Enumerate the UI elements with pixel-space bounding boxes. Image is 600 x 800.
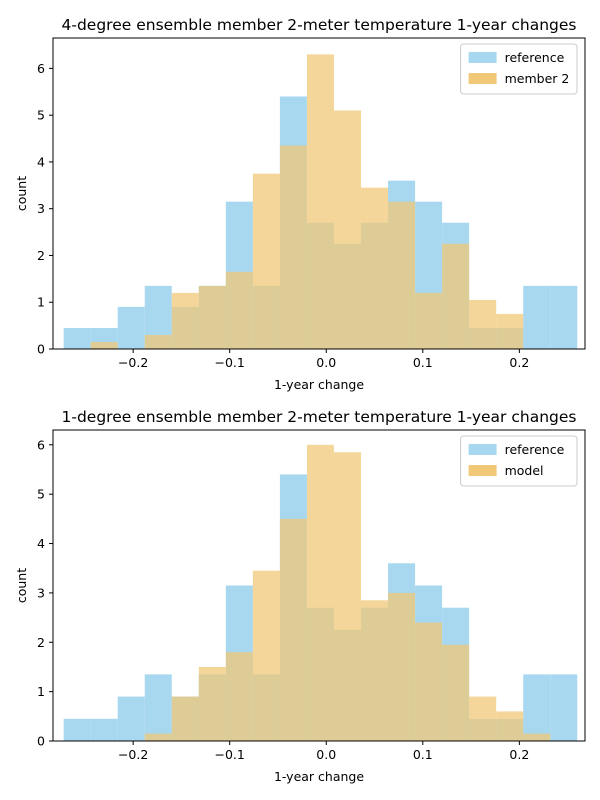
chart2-legend-swatch-0 xyxy=(468,444,497,455)
chart1-legend-label-0: reference xyxy=(505,50,565,65)
chart2-bar-model-14 xyxy=(523,733,551,741)
chart2-title: 1-degree ensemble member 2-meter tempera… xyxy=(62,408,577,426)
chart1-legend: reference member 2 xyxy=(460,43,578,95)
chart1-title: 4-degree ensemble member 2-meter tempera… xyxy=(62,16,577,34)
chart2-group: 1-degree ensemble member 2-meter tempera… xyxy=(14,408,586,784)
chart2-bar-reference-3 xyxy=(144,674,172,741)
chart2-ytick-label-1: 1 xyxy=(37,684,45,699)
chart1-ylabel: count xyxy=(14,176,29,211)
chart2-ytick-label-5: 5 xyxy=(37,487,45,502)
chart1-xtick-label-0: −0.2 xyxy=(118,355,148,370)
chart2-bar-model-10 xyxy=(415,622,443,741)
chart1-ytick-label-6: 6 xyxy=(37,61,45,76)
chart2-xtick-label-3: 0.1 xyxy=(413,747,433,762)
chart2-bar-model-4 xyxy=(252,570,280,741)
chart2-bar-model-7 xyxy=(333,452,361,741)
chart1-bar-reference-17 xyxy=(523,285,551,349)
chart1-xtick-label-1: −0.1 xyxy=(215,355,245,370)
chart2-ytick-label-6: 6 xyxy=(37,437,45,452)
chart2-bar-model-2 xyxy=(198,666,226,741)
chart1-legend-label-1: member 2 xyxy=(505,71,570,86)
chart2-bar-reference-0 xyxy=(63,718,91,741)
chart2-bar-model-5 xyxy=(279,518,307,741)
chart2-bar-reference-2 xyxy=(117,696,145,741)
chart2-bar-model-6 xyxy=(306,444,334,741)
chart1-group: 4-degree ensemble member 2-meter tempera… xyxy=(14,16,586,392)
chart2-bar-model-8 xyxy=(361,600,389,741)
chart1-bar-member-2-9 xyxy=(361,187,389,349)
chart1-bar-member-2-8 xyxy=(333,110,361,349)
chart1-bar-reference-18 xyxy=(550,285,578,349)
chart2-bar-model-3 xyxy=(225,652,253,741)
chart1-ytick-label-3: 3 xyxy=(37,201,45,216)
chart1-bar-member-2-14 xyxy=(496,313,524,349)
chart2-ylabel: count xyxy=(14,568,29,603)
chart2-legend-label-0: reference xyxy=(505,442,565,457)
chart2-legend: reference model xyxy=(460,435,578,487)
chart1-xtick-label-4: 0.2 xyxy=(509,355,529,370)
chart1-xlabel: 1-year change xyxy=(274,377,364,392)
chart2-legend-swatch-1 xyxy=(468,465,497,476)
chart1-bar-member-2-11 xyxy=(415,292,443,349)
chart1-bar-member-2-13 xyxy=(469,299,497,349)
chart1-bar-member-2-10 xyxy=(388,201,416,349)
chart2-xtick-label-4: 0.2 xyxy=(509,747,529,762)
chart1-ytick-label-4: 4 xyxy=(37,154,45,169)
chart2-bar-model-1 xyxy=(171,696,199,741)
chart2-xtick-label-2: 0.0 xyxy=(316,747,336,762)
chart2-bar-model-12 xyxy=(469,696,497,741)
chart1-bar-member-2-3 xyxy=(198,285,226,349)
chart2-xlabel: 1-year change xyxy=(274,769,364,784)
chart2-ytick-label-4: 4 xyxy=(37,536,45,551)
chart1-bar-member-2-2 xyxy=(171,292,199,349)
chart1-ytick-label-0: 0 xyxy=(37,342,45,357)
chart1-bar-member-2-12 xyxy=(442,243,470,349)
chart1-axes-frame xyxy=(52,37,586,350)
chart1-xtick-label-3: 0.1 xyxy=(413,355,433,370)
chart1-legend-swatch-1 xyxy=(468,73,497,84)
chart1-bar-member-2-7 xyxy=(306,54,334,350)
chart1-bar-member-2-0 xyxy=(90,341,118,349)
chart2-ytick-label-0: 0 xyxy=(37,734,45,749)
chart2-legend-label-1: model xyxy=(505,463,544,478)
chart1-ytick-label-1: 1 xyxy=(37,295,45,310)
chart1-bar-member-2-4 xyxy=(225,271,253,349)
chart2-bar-reference-1 xyxy=(90,718,118,741)
chart2-axes-frame xyxy=(52,429,586,742)
chart1-ytick-label-5: 5 xyxy=(37,108,45,123)
chart2-bar-model-0 xyxy=(144,733,172,741)
chart1-xtick-label-2: 0.0 xyxy=(316,355,336,370)
chart1-bar-reference-0 xyxy=(63,327,91,349)
chart1-legend-swatch-0 xyxy=(468,52,497,63)
chart2-ytick-label-2: 2 xyxy=(37,635,45,650)
chart1-bar-member-2-6 xyxy=(279,145,307,349)
chart2-xtick-label-1: −0.1 xyxy=(215,747,245,762)
chart2-bar-model-13 xyxy=(496,711,524,741)
chart2-ytick-label-3: 3 xyxy=(37,585,45,600)
chart2-bar-reference-17 xyxy=(523,674,551,741)
chart1-bar-member-2-5 xyxy=(252,173,280,349)
chart2-bar-model-9 xyxy=(388,592,416,741)
chart1-bar-reference-2 xyxy=(117,306,145,349)
chart1-bar-member-2-1 xyxy=(144,334,172,349)
chart1-ytick-label-2: 2 xyxy=(37,248,45,263)
chart2-bar-reference-18 xyxy=(550,674,578,741)
chart2-bar-model-11 xyxy=(442,644,470,741)
chart2-xtick-label-0: −0.2 xyxy=(118,747,148,762)
